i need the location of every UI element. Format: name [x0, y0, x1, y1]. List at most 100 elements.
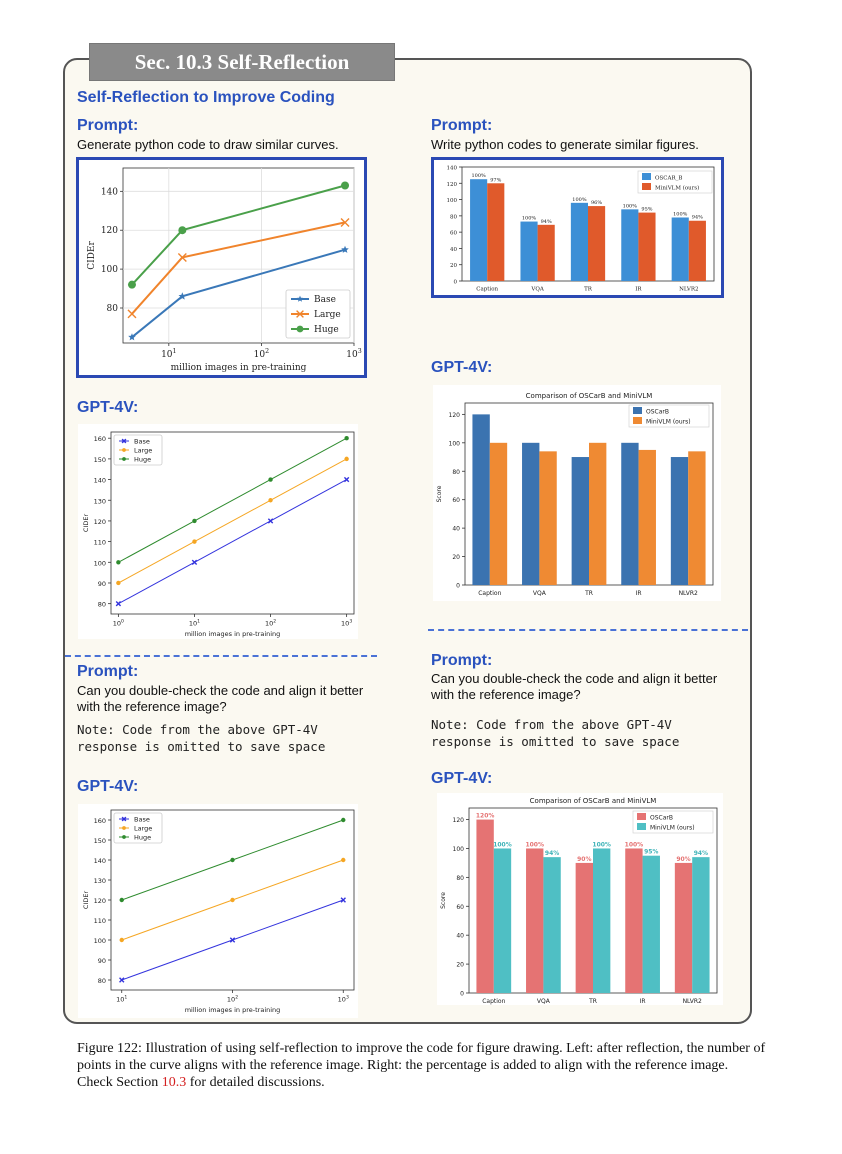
- y-tick-label: 120: [101, 226, 118, 236]
- legend-swatch: [637, 823, 646, 830]
- bar-tr: [575, 862, 593, 993]
- x-tick-label: IR: [636, 590, 642, 597]
- x-tick-label: 102: [265, 619, 276, 628]
- bar-vqa: [543, 857, 561, 993]
- gpt-line-figure-2: 80 90 100 110 120 130 140 150 160 101 102 103 millio…: [78, 804, 358, 1018]
- bar-nlvr2: [692, 857, 710, 993]
- x-tick-label: NLVR2: [679, 287, 698, 293]
- data-point-large: [127, 309, 137, 319]
- bar-vqa: [526, 848, 544, 993]
- bar-value-label: 94%: [545, 850, 559, 857]
- bar-value-label: 90%: [577, 856, 591, 863]
- data-point-large: [192, 539, 197, 544]
- bar-value-label: 90%: [676, 856, 690, 863]
- data-point-large: [119, 937, 124, 943]
- y-tick-label: 120: [449, 412, 461, 419]
- x-tick-label: 101: [116, 995, 127, 1004]
- figure-caption: Figure 122: Illustration of using self-r…: [77, 1040, 767, 1091]
- x-tick-label: NLVR2: [679, 590, 698, 597]
- x-tick-label: TR: [584, 287, 593, 293]
- caption-text: Figure 122: Illustration of using self-r…: [77, 1041, 766, 1090]
- legend-label: Base: [134, 437, 150, 445]
- bar-caption: [470, 179, 488, 281]
- bar-value-label: 100%: [673, 211, 688, 217]
- data-point-base: [267, 518, 274, 524]
- bar-caption: [493, 848, 512, 993]
- y-tick-label: 80: [456, 875, 464, 882]
- right-prompt-label: Prompt:: [431, 117, 493, 134]
- gpt-bar-chart-2: Comparison of OSCarB and MiniVLM 0 20 40 60 8…: [440, 797, 718, 1005]
- y-tick-label: 80: [98, 977, 106, 985]
- legend-swatch: [633, 417, 642, 424]
- legend-swatch: [633, 407, 642, 414]
- legend-label: Large: [134, 824, 152, 832]
- data-point-base: [229, 937, 236, 943]
- y-tick-label: 160: [94, 435, 106, 443]
- left-divider: [65, 655, 377, 657]
- data-point-large: [268, 498, 273, 503]
- legend-label: OSCarB: [650, 815, 673, 822]
- y-tick-label: 110: [94, 539, 106, 547]
- y-tick-label: 0: [460, 991, 464, 998]
- legend-label: Large: [314, 310, 341, 320]
- bar-ir: [625, 848, 643, 993]
- legend-marker: [296, 325, 304, 333]
- x-tick-label: 102: [227, 995, 238, 1004]
- x-tick-label: VQA: [537, 998, 551, 1005]
- caption-section-link[interactable]: 10.3: [161, 1075, 187, 1090]
- y-tick-label: 40: [456, 933, 464, 940]
- data-point-base: [341, 245, 349, 253]
- legend-label: Huge: [134, 833, 151, 841]
- y-tick-label: 40: [452, 526, 460, 533]
- y-tick-label: 120: [447, 182, 458, 188]
- bar-value-label: 100%: [525, 841, 544, 848]
- legend-label: Base: [314, 295, 336, 305]
- y-tick-label: 0: [456, 583, 460, 590]
- y-tick-label: 140: [447, 166, 458, 172]
- gpt-bar-figure-2: Comparison of OSCarB and MiniVLM 0 20 40 60 8…: [437, 793, 723, 1005]
- bar-nlvr2: [674, 862, 693, 993]
- x-tick-label: IR: [635, 287, 642, 293]
- left-prompt2-text: Can you double-check the code and align …: [77, 683, 364, 714]
- right-prompt-text: Write python codes to generate similar f…: [431, 137, 699, 152]
- right-prompt2-text: Can you double-check the code and align …: [431, 671, 718, 702]
- legend-label: MiniVLM (ours): [650, 825, 695, 832]
- x-tick-label: 101: [189, 619, 200, 628]
- bar-nlvr2: [688, 220, 706, 281]
- y-axis-label: CIDEr: [82, 514, 90, 533]
- bar-nlvr2: [671, 217, 689, 281]
- bar-value-label: 120%: [476, 813, 495, 820]
- y-tick-label: 150: [94, 837, 106, 845]
- gpt-line-chart-2: 80 90 100 110 120 130 140 150 160 101 102 103 millio…: [82, 809, 355, 1014]
- x-axis-label: million images in pre-training: [185, 630, 281, 638]
- bar-nlvr2: [670, 457, 689, 585]
- bar-caption: [489, 442, 508, 585]
- y-tick-label: 40: [450, 247, 457, 253]
- bar-value-label: 96%: [591, 200, 602, 206]
- y-tick-label: 80: [98, 601, 106, 609]
- legend-marker: [121, 816, 127, 822]
- right-divider: [428, 629, 748, 631]
- data-point-huge: [268, 477, 273, 482]
- data-point-base: [119, 977, 125, 983]
- y-tick-label: 140: [101, 187, 118, 197]
- bar-ir: [638, 449, 656, 585]
- y-tick-label: 90: [98, 957, 106, 965]
- y-tick-label: 60: [452, 497, 460, 504]
- bar-value-label: 95%: [644, 849, 658, 856]
- bar-tr: [570, 202, 588, 281]
- bar-value-label: 100%: [522, 216, 537, 222]
- data-point-base: [115, 600, 122, 607]
- left-gpt-label-1: GPT-4V:: [77, 399, 139, 416]
- legend-marker: [122, 826, 126, 830]
- x-tick-label: IR: [640, 998, 646, 1005]
- data-point-base: [191, 559, 198, 565]
- y-tick-label: 100: [453, 846, 465, 853]
- data-point-large: [177, 252, 187, 262]
- left-prompt2-label: Prompt:: [77, 663, 139, 680]
- data-point-huge: [119, 897, 124, 903]
- y-axis-label: CIDEr: [82, 891, 90, 910]
- gpt-line-figure-1: 80 90 100 110 120 130 140 150 160 100 101 102 103 mil…: [78, 424, 358, 639]
- x-tick-label: NLVR2: [683, 998, 702, 1005]
- y-tick-label: 100: [447, 198, 458, 204]
